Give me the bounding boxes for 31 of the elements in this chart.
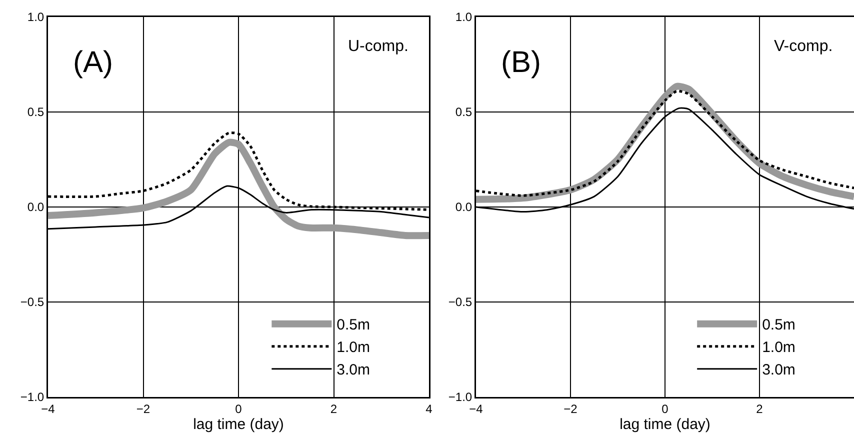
legend-label: 1.0m bbox=[336, 339, 370, 356]
x-tick-label: 4 bbox=[426, 402, 433, 416]
y-tick-label: 1.0 bbox=[27, 10, 44, 24]
y-tick-label: 0.0 bbox=[27, 200, 44, 214]
y-tick-label: 1.0 bbox=[455, 10, 472, 24]
y-tick-label: −0.5 bbox=[448, 295, 472, 310]
y-tick-label: −1.0 bbox=[448, 390, 472, 404]
annotation: (B) bbox=[501, 46, 541, 79]
y-tick-label: 0.0 bbox=[455, 200, 472, 214]
legend-label: 3.0m bbox=[336, 362, 370, 379]
legend-label: 3.0m bbox=[762, 362, 796, 379]
annotation: U-comp. bbox=[348, 38, 408, 55]
x-tick-label: −2 bbox=[564, 402, 578, 416]
y-tick-label: −1.0 bbox=[20, 390, 44, 404]
legend-label: 1.0m bbox=[762, 339, 796, 356]
legend-label: 0.5m bbox=[762, 316, 796, 334]
x-axis-title: lag time (day) bbox=[620, 416, 710, 433]
x-tick-label: −4 bbox=[41, 402, 56, 416]
x-tick-label: −4 bbox=[469, 402, 484, 416]
x-tick-label: 0 bbox=[662, 402, 669, 416]
x-tick-label: 2 bbox=[756, 402, 764, 416]
y-tick-label: −0.5 bbox=[20, 295, 44, 310]
x-tick-label: 2 bbox=[330, 402, 338, 416]
annotation: (A) bbox=[73, 46, 113, 79]
x-axis-title: lag time (day) bbox=[193, 416, 284, 433]
x-tick-label: 0 bbox=[235, 402, 242, 416]
annotation: V-comp. bbox=[774, 38, 833, 55]
y-tick-label: 0.5 bbox=[455, 105, 472, 120]
y-tick-label: 0.5 bbox=[27, 105, 44, 120]
x-tick-label: −2 bbox=[136, 402, 150, 416]
legend-label: 0.5m bbox=[336, 316, 370, 334]
